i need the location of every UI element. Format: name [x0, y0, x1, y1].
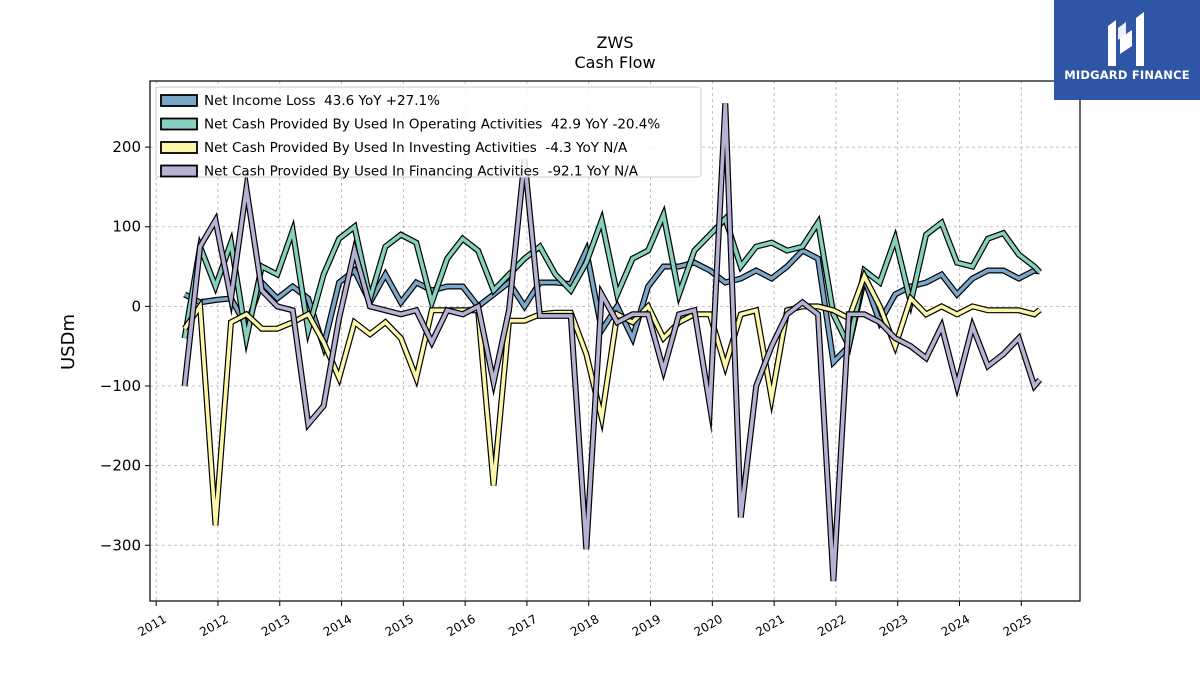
- x-tick-label: 2012: [197, 612, 230, 639]
- series-line-4: [181, 103, 1043, 582]
- legend-item: Net Cash Provided By Used In Investing A…: [160, 140, 628, 156]
- series-stroke: [183, 271, 1041, 526]
- legend-swatch: [160, 94, 198, 107]
- x-tick-label: 2021: [753, 612, 786, 639]
- legend-swatch: [160, 141, 198, 154]
- midgard-finance-logo: MIDGARD FINANCE: [1054, 0, 1200, 100]
- y-tick-label: 0: [131, 297, 141, 315]
- x-tick-label: 2014: [321, 612, 354, 639]
- x-tick-label: 2019: [630, 612, 663, 639]
- x-tick-label: 2015: [383, 612, 416, 639]
- legend-item: Net Cash Provided By Used In Financing A…: [160, 164, 639, 180]
- x-tick-label: 2022: [815, 612, 848, 639]
- x-tick-label: 2023: [877, 612, 910, 639]
- y-axis-label: USDm: [58, 314, 79, 370]
- plot-frame: [149, 80, 1081, 602]
- x-tick-label: 2025: [1001, 612, 1034, 639]
- logo-mark-icon: [1108, 12, 1144, 66]
- x-tick-label: 2024: [939, 612, 972, 639]
- x-tick-label: 2013: [259, 612, 292, 639]
- series-stroke: [182, 103, 1042, 582]
- legend-label: Net Income Loss 43.6 YoY +27.1%: [204, 93, 440, 109]
- legend-item: Net Income Loss 43.6 YoY +27.1%: [160, 93, 440, 109]
- y-tick-label: 100: [112, 218, 141, 236]
- legend-box: [155, 86, 702, 178]
- x-tick-label: 2011: [135, 612, 168, 639]
- y-tick-label: −200: [100, 457, 141, 475]
- series-line-2: [181, 204, 1042, 356]
- logo-text: MIDGARD FINANCE: [1064, 68, 1190, 82]
- x-tick-label: 2020: [692, 612, 725, 639]
- chart-subtitle: Cash Flow: [574, 53, 655, 72]
- legend-label: Net Cash Provided By Used In Operating A…: [204, 117, 660, 133]
- y-tick-label: −100: [100, 377, 141, 395]
- legend-item: Net Cash Provided By Used In Operating A…: [160, 117, 660, 133]
- y-tick-label: 200: [112, 138, 141, 156]
- legend-swatch: [160, 164, 198, 178]
- chart-title: ZWS: [597, 33, 634, 52]
- x-tick-label: 2018: [568, 612, 601, 639]
- series-line-3: [182, 268, 1042, 526]
- x-tick-label: 2016: [444, 612, 477, 639]
- legend-swatch: [160, 117, 198, 131]
- series-lines: [181, 103, 1043, 582]
- legend-label: Net Cash Provided By Used In Financing A…: [204, 164, 639, 180]
- y-tick-label: −300: [100, 536, 141, 554]
- series-stroke: [182, 208, 1042, 352]
- legend: Net Income Loss 43.6 YoY +27.1% Net Cash …: [155, 86, 702, 180]
- x-tick-label: 2017: [506, 612, 539, 639]
- legend-label: Net Cash Provided By Used In Investing A…: [204, 140, 628, 156]
